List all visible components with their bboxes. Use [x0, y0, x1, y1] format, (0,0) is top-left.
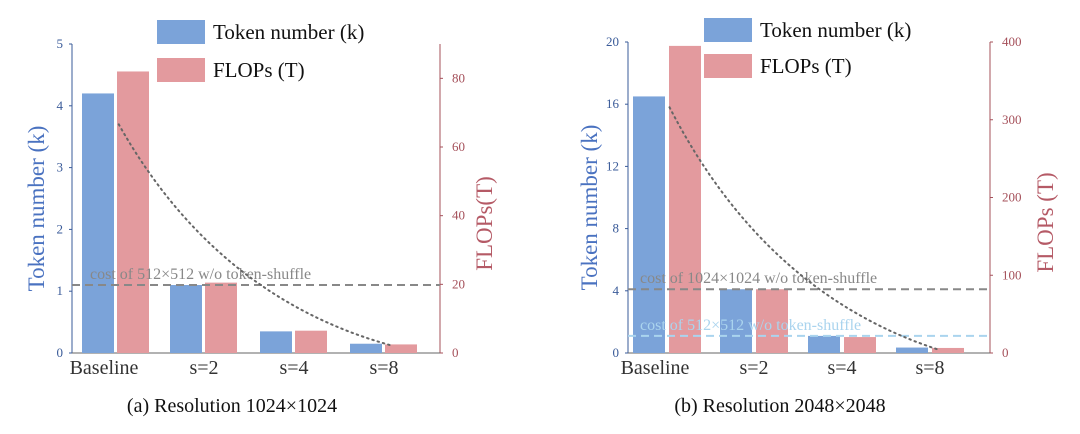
bar-token-number [82, 93, 114, 353]
bar-token-number [720, 289, 752, 353]
bar-flops [205, 282, 237, 353]
left-axis-title: Token number (k) [24, 126, 49, 292]
category-label: s=2 [189, 357, 218, 379]
left-tick-label: 8 [613, 221, 620, 236]
legend-swatch-flops [157, 58, 205, 82]
reference-line-label: cost of 512×512 w/o token-shuffle [90, 266, 311, 283]
bar-flops [756, 289, 788, 353]
category-label: s=8 [369, 357, 398, 379]
legend-label-token: Token number (k) [213, 20, 364, 44]
right-tick-label: 300 [1002, 112, 1022, 127]
bar-flops [385, 344, 417, 353]
legend-label-flops: FLOPs (T) [760, 54, 852, 78]
right-tick-label: 80 [452, 70, 465, 85]
bar-token-number [896, 347, 928, 353]
chart-caption: (b) Resolution 2048×2048 [674, 395, 885, 417]
left-tick-label: 4 [613, 283, 620, 298]
bar-token-number [260, 331, 292, 353]
category-label: Baseline [621, 357, 690, 379]
left-tick-label: 12 [606, 158, 619, 173]
legend-label-flops: FLOPs (T) [213, 58, 305, 82]
left-tick-label: 1 [57, 283, 64, 298]
right-tick-label: 20 [452, 276, 465, 291]
reference-line-label: cost of 1024×1024 w/o token-shuffle [640, 270, 877, 287]
reference-line-label: cost of 512×512 w/o token-shuffle [640, 317, 861, 334]
category-label: s=4 [827, 357, 856, 379]
bar-flops [844, 337, 876, 353]
right-tick-label: 40 [452, 208, 465, 223]
left-tick-label: 5 [57, 36, 64, 51]
bar-token-number [350, 343, 382, 353]
trend-curve [668, 106, 941, 351]
right-tick-label: 0 [1002, 345, 1009, 360]
left-tick-label: 20 [606, 34, 619, 49]
legend-label-token: Token number (k) [760, 18, 911, 42]
left-tick-label: 16 [606, 96, 620, 111]
bar-token-number [808, 335, 840, 353]
right-tick-label: 60 [452, 139, 465, 154]
legend-swatch-flops [704, 54, 752, 78]
trend-curve [117, 123, 393, 347]
bar-flops [295, 330, 327, 353]
left-tick-label: 0 [57, 345, 64, 360]
left-tick-label: 4 [57, 98, 64, 113]
category-label: Baseline [70, 357, 139, 379]
bar-flops [117, 71, 149, 353]
bar-flops [669, 45, 701, 353]
left-tick-label: 0 [613, 345, 620, 360]
chart-caption: (a) Resolution 1024×1024 [127, 395, 337, 417]
bar-token-number [633, 96, 665, 354]
right-tick-label: 100 [1002, 267, 1022, 282]
right-tick-label: 400 [1002, 34, 1022, 49]
category-label: s=4 [279, 357, 308, 379]
bar-token-number [170, 285, 202, 353]
right-axis-title: FLOPs (T) [1033, 172, 1058, 272]
bar-flops [932, 347, 964, 353]
left-tick-label: 3 [57, 160, 64, 175]
left-axis-title: Token number (k) [577, 125, 602, 291]
right-axis-title: FLOPs(T) [472, 176, 497, 271]
category-label: s=8 [915, 357, 944, 379]
right-tick-label: 0 [452, 345, 459, 360]
legend-swatch-token [157, 20, 205, 44]
legend-swatch-token [704, 18, 752, 42]
right-tick-label: 200 [1002, 190, 1022, 205]
left-tick-label: 2 [57, 221, 64, 236]
category-label: s=2 [739, 357, 768, 379]
